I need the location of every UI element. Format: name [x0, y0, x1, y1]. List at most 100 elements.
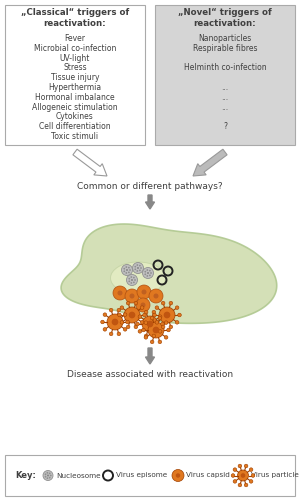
Text: Allogeneic stimulation: Allogeneic stimulation	[32, 103, 118, 112]
Circle shape	[142, 328, 145, 332]
Circle shape	[107, 314, 123, 330]
Circle shape	[164, 335, 168, 339]
Circle shape	[161, 322, 164, 326]
Circle shape	[123, 268, 125, 269]
Circle shape	[249, 468, 253, 472]
Circle shape	[109, 332, 113, 336]
Text: Cytokines: Cytokines	[56, 112, 94, 121]
Circle shape	[49, 473, 51, 474]
Bar	[5, 5, 145, 145]
Circle shape	[149, 289, 163, 303]
Circle shape	[140, 320, 144, 324]
Text: Virus capsid: Virus capsid	[186, 473, 230, 479]
Circle shape	[150, 340, 154, 344]
Circle shape	[130, 282, 132, 284]
Text: Cell differentiation: Cell differentiation	[39, 122, 111, 131]
Circle shape	[120, 306, 124, 309]
Circle shape	[144, 310, 148, 314]
Circle shape	[144, 271, 146, 272]
Text: „Novel“ triggers of
reactivation:: „Novel“ triggers of reactivation:	[178, 8, 272, 28]
Circle shape	[137, 285, 151, 299]
Circle shape	[241, 473, 245, 478]
Circle shape	[169, 301, 173, 305]
FancyArrow shape	[146, 195, 154, 209]
Ellipse shape	[110, 262, 166, 294]
Circle shape	[134, 301, 138, 305]
FancyArrow shape	[146, 348, 154, 364]
Text: Hyperthermia: Hyperthermia	[48, 83, 102, 92]
Circle shape	[136, 264, 138, 266]
Circle shape	[131, 279, 133, 281]
Circle shape	[122, 264, 133, 275]
Circle shape	[233, 468, 237, 472]
Circle shape	[164, 321, 168, 324]
Circle shape	[155, 306, 159, 309]
Circle shape	[167, 328, 170, 332]
Circle shape	[134, 268, 136, 270]
Circle shape	[126, 269, 128, 271]
Circle shape	[153, 313, 156, 317]
Circle shape	[144, 321, 148, 324]
Circle shape	[128, 271, 130, 273]
Circle shape	[249, 480, 253, 483]
Circle shape	[136, 322, 139, 326]
Circle shape	[149, 270, 151, 271]
Circle shape	[103, 327, 107, 331]
Circle shape	[50, 475, 52, 477]
Text: Nanoparticles: Nanoparticles	[198, 34, 252, 43]
Circle shape	[138, 315, 142, 318]
Circle shape	[47, 475, 49, 477]
Circle shape	[142, 267, 154, 278]
Circle shape	[231, 474, 235, 478]
Text: Virus episome: Virus episome	[116, 473, 167, 479]
Text: „Classical“ triggers of
reactivation:: „Classical“ triggers of reactivation:	[21, 8, 129, 28]
Bar	[155, 5, 295, 145]
Text: Nucleosome: Nucleosome	[56, 473, 100, 479]
Circle shape	[46, 477, 48, 479]
Circle shape	[144, 273, 146, 275]
Circle shape	[125, 266, 127, 268]
Circle shape	[175, 320, 179, 324]
Circle shape	[143, 313, 146, 317]
Text: UV-light: UV-light	[60, 53, 90, 62]
Circle shape	[118, 313, 121, 317]
Circle shape	[128, 278, 130, 279]
Circle shape	[238, 464, 242, 468]
Circle shape	[103, 313, 107, 316]
Circle shape	[130, 276, 132, 278]
Polygon shape	[73, 149, 107, 176]
Polygon shape	[61, 224, 277, 323]
Circle shape	[140, 306, 144, 309]
Circle shape	[134, 279, 136, 281]
Circle shape	[244, 464, 248, 468]
Circle shape	[147, 321, 153, 327]
Circle shape	[130, 293, 134, 298]
Circle shape	[133, 277, 135, 278]
Circle shape	[126, 325, 130, 329]
Circle shape	[129, 269, 131, 271]
Circle shape	[140, 267, 142, 269]
Circle shape	[123, 270, 125, 272]
Circle shape	[128, 267, 130, 268]
Text: Toxic stimuli: Toxic stimuli	[51, 132, 99, 141]
Text: Tissue injury: Tissue injury	[51, 73, 99, 82]
Circle shape	[159, 307, 175, 323]
Text: Key:: Key:	[15, 471, 36, 480]
Circle shape	[133, 262, 143, 273]
Text: Microbial co-infection: Microbial co-infection	[34, 44, 116, 53]
Circle shape	[150, 316, 154, 320]
Circle shape	[146, 269, 148, 271]
Circle shape	[144, 335, 148, 339]
Circle shape	[45, 474, 46, 475]
Circle shape	[124, 307, 140, 323]
Circle shape	[158, 316, 162, 320]
Circle shape	[127, 274, 137, 285]
Circle shape	[142, 316, 158, 332]
Circle shape	[133, 281, 135, 283]
Circle shape	[238, 470, 248, 481]
Circle shape	[49, 477, 51, 479]
Text: ...: ...	[221, 93, 229, 102]
Text: ...: ...	[221, 83, 229, 92]
Circle shape	[152, 310, 156, 314]
Text: Disease associated with reactivation: Disease associated with reactivation	[67, 370, 233, 379]
